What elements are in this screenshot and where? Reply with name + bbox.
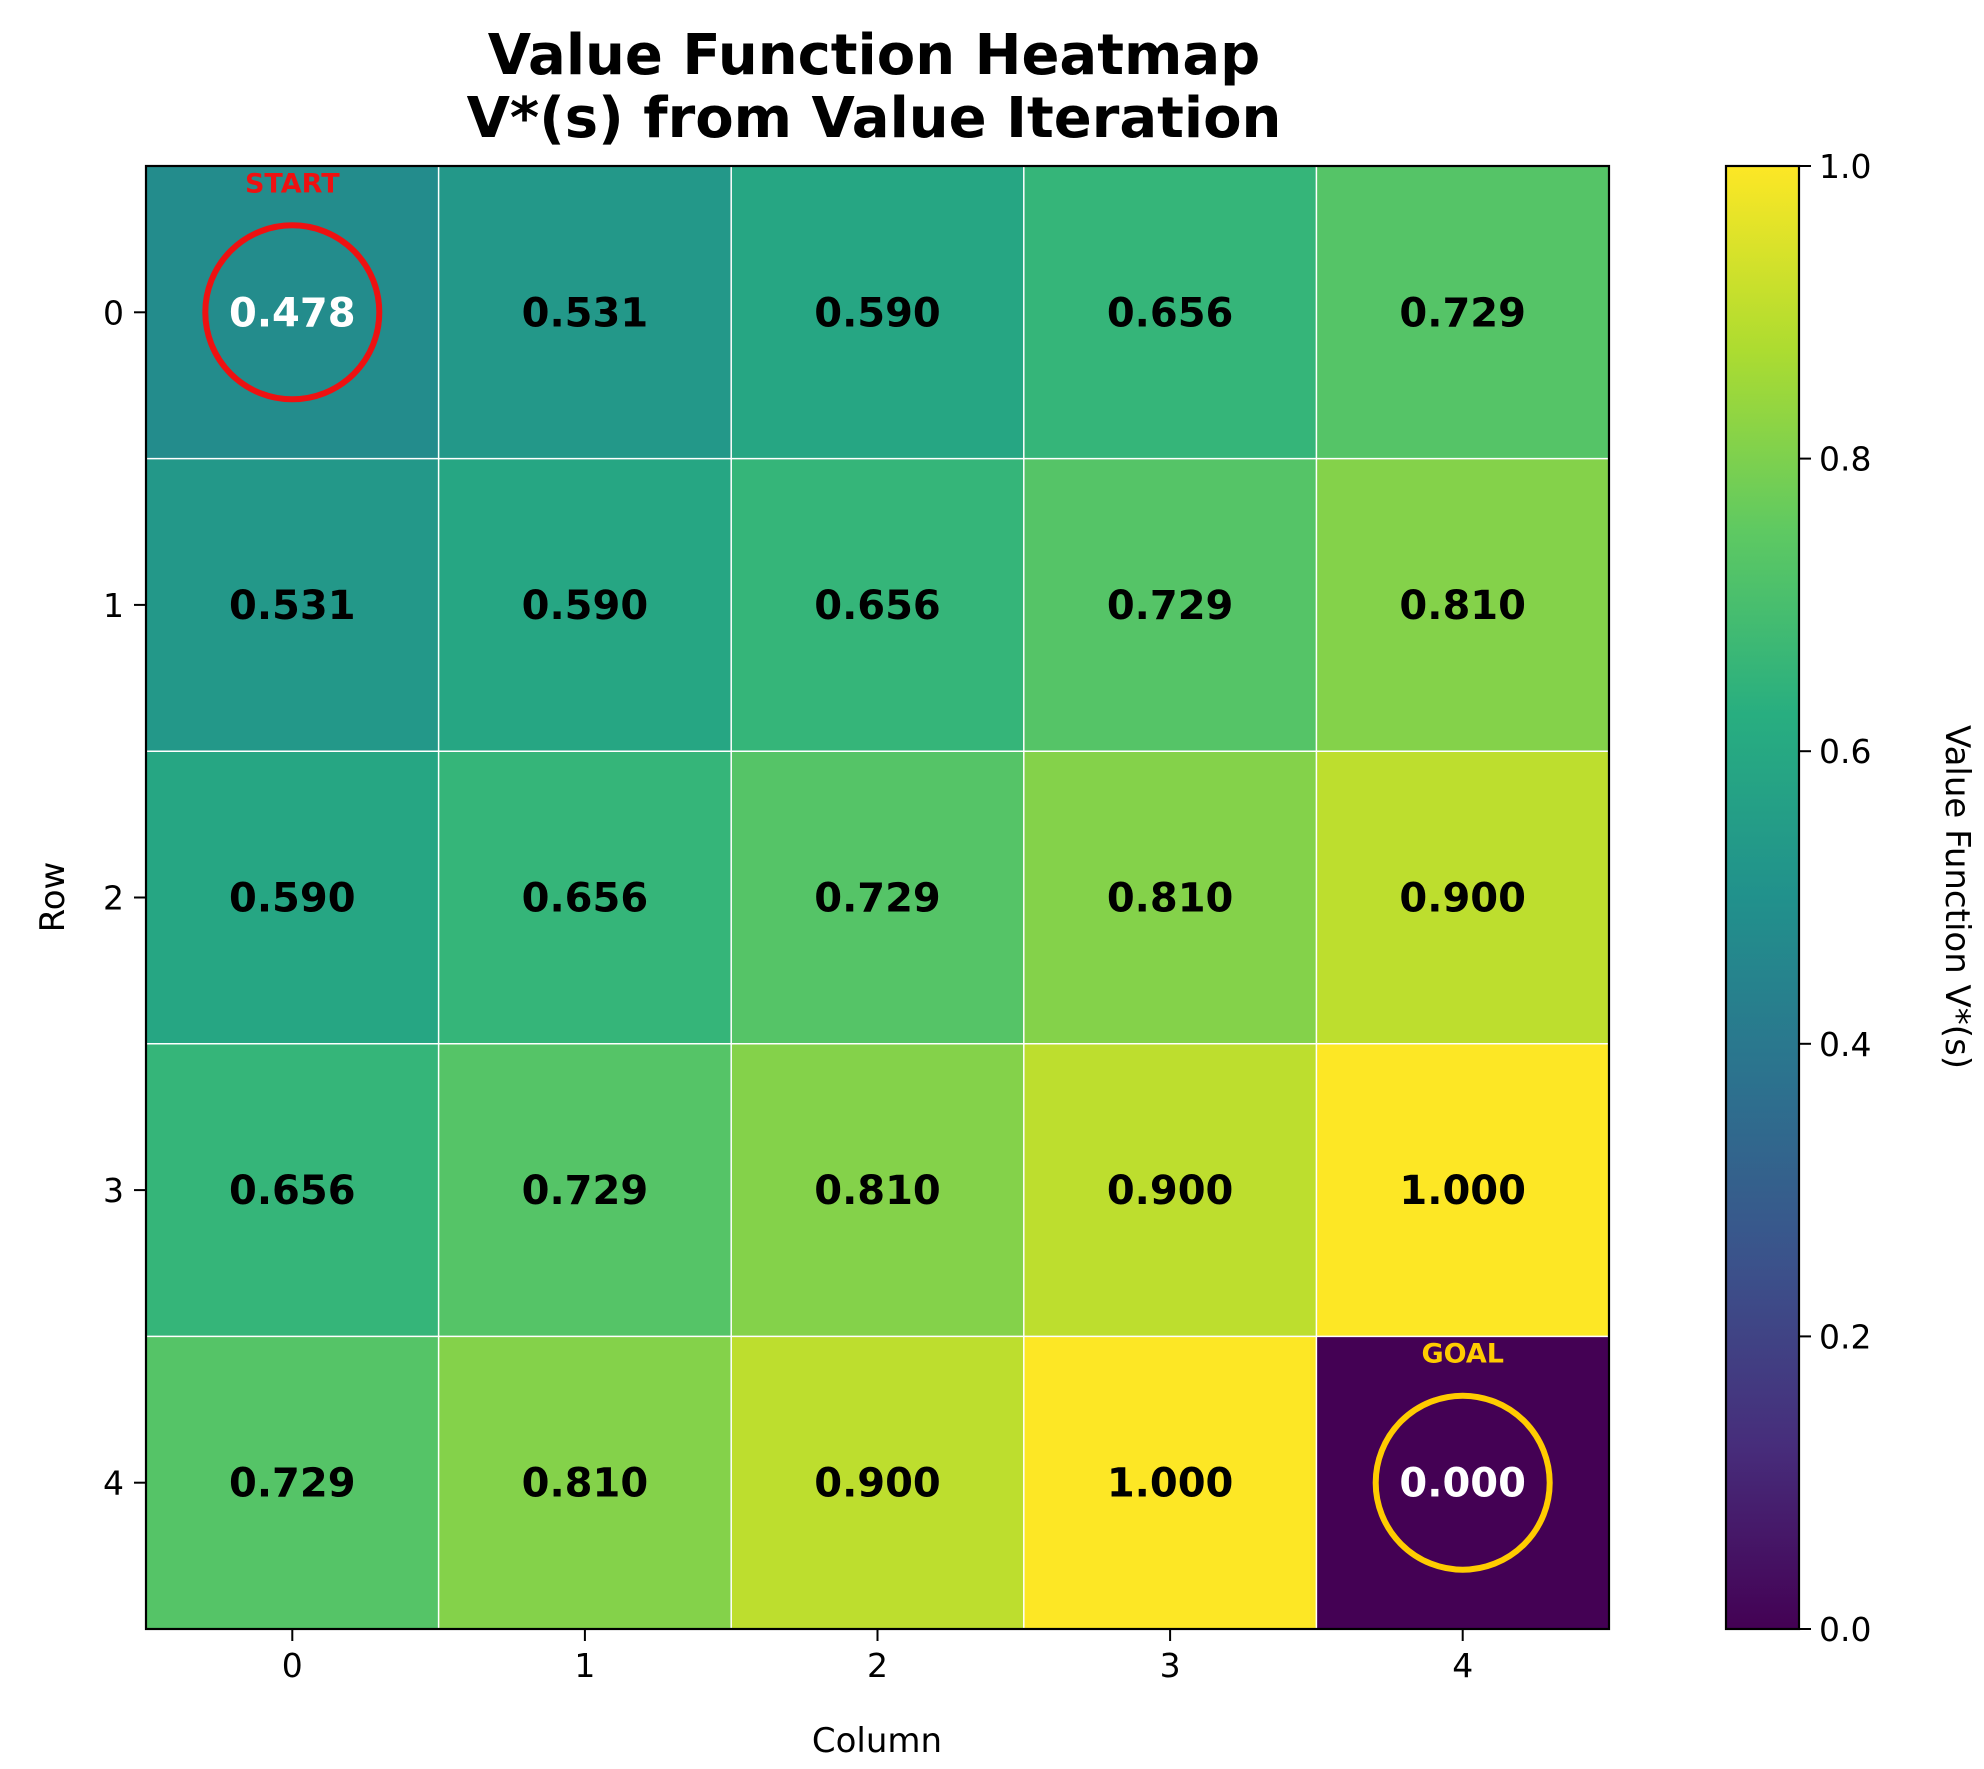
heatmap-cell-label: 1.000	[1107, 1461, 1234, 1507]
heatmap-cell-label: 0.590	[229, 876, 356, 922]
heatmap-cell-label: 0.729	[814, 876, 941, 922]
heatmap-cell	[146, 458, 439, 752]
heatmap-cell-label: 0.531	[522, 290, 649, 336]
heatmap-cell	[1316, 166, 1609, 459]
colorbar	[1724, 164, 1801, 1631]
heatmap-cell	[146, 1043, 439, 1337]
heatmap-cell-label: 0.900	[814, 1461, 941, 1507]
start-marker-circle	[202, 222, 383, 403]
heatmap-cell-label: 0.656	[229, 1168, 356, 1214]
heatmap-cell-label: 0.810	[522, 1461, 649, 1507]
colorbar-tick-label: 0.4	[1819, 1025, 1871, 1064]
heatmap-cell	[1316, 458, 1609, 752]
heatmap-cell	[1316, 751, 1609, 1044]
heatmap-cell-label: 0.590	[522, 583, 649, 629]
chart-title-line-1: Value Function Heatmap	[488, 23, 1260, 88]
heatmap-cell-labels: 0.478 0.531 0.590 0.656 0.729 0.531 0.590 0.656…	[229, 290, 1526, 1506]
colorbar-tick-label: 0.2	[1819, 1317, 1871, 1356]
heatmap-cell-label: 1.000	[1399, 1168, 1526, 1214]
heatmap-cell-label: 0.000	[1399, 1461, 1526, 1507]
y-tick-label: 3	[103, 1171, 124, 1210]
heatmap-cell	[438, 166, 732, 459]
heatmap-cell	[146, 1336, 439, 1629]
heatmap-cell	[1023, 751, 1317, 1044]
y-axis-ticks: 0 1 2 3 4	[103, 293, 146, 1503]
heatmap-cell	[438, 1043, 732, 1337]
heatmap-cells	[146, 166, 1609, 1629]
colorbar-tick-label: 1.0	[1819, 147, 1871, 186]
heatmap-cell-label: 0.810	[814, 1168, 941, 1214]
heatmap-cell	[731, 751, 1024, 1044]
heatmap-cell	[731, 166, 1024, 459]
heatmap-cell-label: 0.900	[1399, 876, 1526, 922]
heatmap-cell	[438, 1336, 732, 1629]
heatmap-cell	[731, 1043, 1024, 1337]
heatmap-cell-label: 0.531	[229, 583, 356, 629]
colorbar-label: Value Function V*(s)	[1937, 725, 1977, 1069]
heatmap-cell	[731, 1336, 1024, 1629]
goal-marker-label: GOAL	[1421, 1339, 1504, 1370]
chart-title-line-2: V*(s) from Value Iteration	[467, 86, 1282, 151]
y-axis-label: Row	[33, 862, 73, 933]
heatmap-cell-label: 0.656	[1107, 290, 1234, 336]
x-tick-label: 2	[867, 1646, 888, 1685]
heatmap-grid	[146, 166, 1609, 1629]
y-tick-label: 4	[103, 1464, 124, 1503]
heatmap-cell	[1023, 1043, 1317, 1337]
heatmap-cell	[1023, 166, 1317, 459]
x-tick-label: 0	[282, 1646, 303, 1685]
x-axis-label: Column	[812, 1721, 942, 1761]
y-tick-label: 2	[103, 879, 124, 918]
heatmap-cell	[146, 166, 439, 459]
heatmap-cell	[438, 458, 732, 752]
heatmap-cell	[438, 751, 732, 1044]
heatmap-markers: START GOAL	[202, 168, 1553, 1573]
heatmap-cell-label: 0.729	[522, 1168, 649, 1214]
heatmap-cell	[731, 458, 1024, 752]
x-tick-label: 4	[1452, 1646, 1473, 1685]
heatmap-cell-label: 0.810	[1107, 876, 1234, 922]
heatmap-cell-label: 0.729	[1399, 290, 1526, 336]
heatmap-cell	[1023, 458, 1317, 752]
heatmap-cell-label: 0.478	[229, 290, 356, 336]
heatmap-cell-label: 0.656	[522, 876, 649, 922]
heatmap-cell-label: 0.810	[1399, 583, 1526, 629]
heatmap-cell-label: 0.729	[229, 1461, 356, 1507]
colorbar-tick-label: 0.6	[1819, 732, 1871, 771]
start-marker-label: START	[245, 168, 340, 199]
x-tick-label: 3	[1160, 1646, 1181, 1685]
colorbar-ticks: 0.0 0.2 0.4 0.6 0.8 1.0	[1799, 147, 1871, 1649]
y-tick-label: 0	[103, 293, 124, 332]
x-axis-ticks: 0 1 2 3 4	[282, 1629, 1473, 1685]
heatmap-cell	[146, 751, 439, 1044]
colorbar-tick-label: 0.0	[1819, 1610, 1871, 1649]
goal-marker-circle	[1372, 1392, 1553, 1573]
y-tick-label: 1	[103, 586, 124, 625]
heatmap-cell-label: 0.656	[814, 583, 941, 629]
heatmap-cell	[1316, 1043, 1609, 1337]
heatmap-cell-label: 0.900	[1107, 1168, 1234, 1214]
heatmap-cell	[1023, 1336, 1317, 1629]
heatmap-cell-label: 0.729	[1107, 583, 1234, 629]
heatmap-cell-label: 0.590	[814, 290, 941, 336]
colorbar-tick-label: 0.8	[1819, 440, 1871, 479]
x-tick-label: 1	[574, 1646, 595, 1685]
heatmap-cell	[1316, 1336, 1609, 1629]
